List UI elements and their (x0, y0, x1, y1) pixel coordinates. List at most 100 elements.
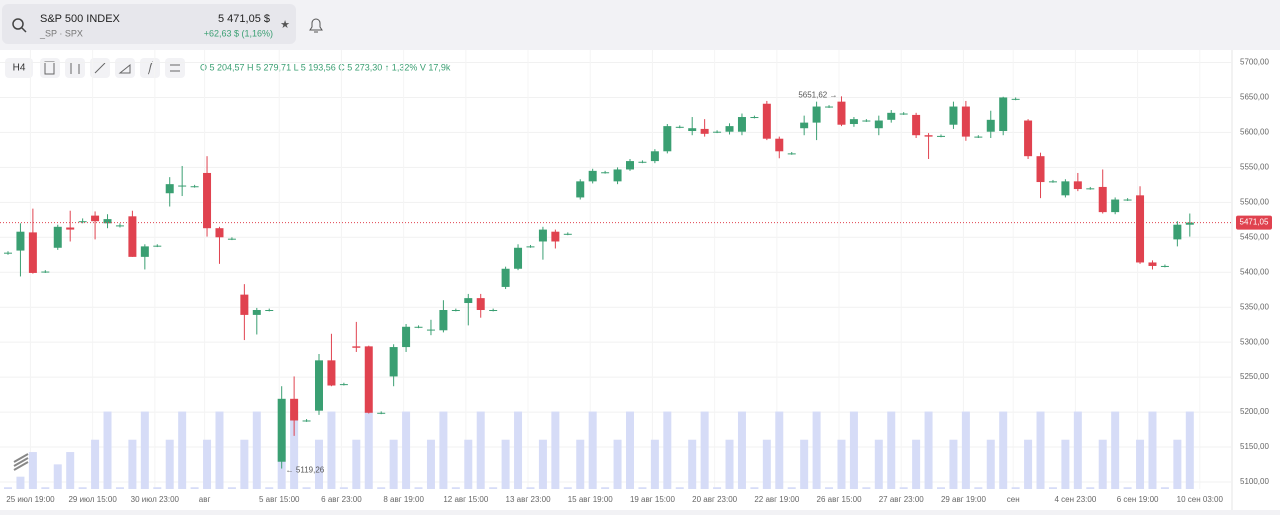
candle-body (476, 298, 485, 311)
y-tick-label: 5450,00 (1240, 232, 1269, 241)
candle-body (140, 246, 149, 257)
volume-bar (999, 411, 1008, 489)
volume-bar (688, 439, 697, 489)
volume-bar (588, 411, 597, 489)
tool-button[interactable] (40, 58, 60, 78)
volume-bar (551, 411, 560, 489)
candle-body (750, 117, 759, 119)
candle-body (153, 245, 162, 247)
candle-body (924, 135, 933, 137)
candle-body (800, 122, 809, 129)
x-tick-label: 4 сен 23:00 (1055, 495, 1097, 504)
candle-body (1036, 156, 1045, 183)
candle-body (178, 185, 187, 187)
candle-body (999, 97, 1008, 132)
volume-bar (663, 411, 672, 489)
candle-body (240, 294, 249, 315)
volume-bar (563, 487, 572, 489)
candle-body (725, 126, 734, 132)
volume-bar (812, 411, 821, 489)
volume-bar (1011, 487, 1020, 489)
volume-bar (737, 411, 746, 489)
volume-bar (899, 487, 908, 489)
candle-body (737, 117, 746, 132)
x-tick-label: 26 авг 15:00 (817, 495, 863, 504)
volume-bar (874, 439, 883, 489)
candle-body (949, 106, 958, 125)
volume-bar (140, 411, 149, 489)
candle-body (352, 346, 361, 348)
volume-bar (1048, 487, 1057, 489)
volume-bar (626, 411, 634, 489)
volume-bar (601, 487, 610, 489)
volume-bar (78, 487, 87, 489)
volume-bar (91, 439, 100, 489)
candle-body (514, 247, 523, 269)
candle-body (700, 128, 709, 134)
volume-bar (1185, 411, 1194, 489)
volume-bar (514, 411, 523, 489)
volume-bar (613, 439, 622, 489)
volume-bar (4, 487, 12, 489)
volume-bar (165, 439, 174, 489)
volume-bar (389, 439, 398, 489)
volume-bar (402, 411, 411, 489)
candle-body (402, 326, 411, 348)
volume-bar (215, 411, 224, 489)
volume-bar (364, 411, 373, 489)
volume-bar (1061, 439, 1070, 489)
candle-body (837, 101, 846, 125)
alert-bell[interactable] (309, 18, 323, 33)
candle-body (1160, 265, 1169, 267)
volume-bar (290, 411, 299, 489)
volume-bar (1024, 439, 1033, 489)
x-tick-label: 29 июл 15:00 (68, 495, 117, 504)
search-icon (21, 27, 27, 33)
candle-body (1073, 181, 1082, 190)
candle-body (451, 310, 460, 312)
price-tag (1236, 215, 1272, 230)
candle-body (551, 231, 560, 242)
x-tick-label: авг (199, 495, 211, 504)
change: +62,63 $ (1,16%) (204, 28, 273, 38)
volume-bar (762, 439, 771, 489)
y-tick-label: 5550,00 (1240, 162, 1269, 171)
volume-bar (66, 452, 75, 489)
high-annotation: 5651,62 → (798, 90, 837, 99)
volume-bar (1073, 411, 1082, 489)
candle-body (601, 172, 610, 174)
volume-bar (1086, 487, 1095, 489)
candle-body (1123, 199, 1132, 201)
favorite-star[interactable]: ★ (280, 19, 290, 31)
candle-body (414, 326, 423, 328)
candle-body (66, 227, 75, 230)
candle-body (489, 310, 498, 312)
candle-body (538, 229, 547, 242)
y-tick-label: 5200,00 (1240, 407, 1269, 416)
candle-body (4, 252, 12, 254)
candle-body (1048, 181, 1057, 183)
candle-body (28, 232, 37, 273)
timeframe-button[interactable] (5, 58, 33, 78)
volume-bar (227, 487, 236, 489)
x-tick-label: 19 авг 15:00 (630, 495, 676, 504)
tool-button[interactable] (115, 58, 135, 78)
candle-body (53, 226, 62, 248)
volume-bar (787, 487, 796, 489)
candle-body (613, 169, 622, 182)
volume-bar (912, 439, 921, 489)
search-box[interactable] (2, 4, 296, 44)
candle-body (1111, 199, 1120, 213)
search-icon[interactable] (12, 18, 24, 30)
candle-body (638, 161, 647, 163)
candle-body (364, 346, 373, 413)
candle-body (887, 112, 896, 120)
volume-bar (961, 411, 970, 489)
volume-bar (949, 439, 958, 489)
tool-button[interactable] (65, 58, 85, 78)
tool-button[interactable] (165, 58, 185, 78)
volume-bar (1148, 411, 1157, 489)
candle-body (377, 412, 386, 414)
candle-body (862, 120, 871, 122)
